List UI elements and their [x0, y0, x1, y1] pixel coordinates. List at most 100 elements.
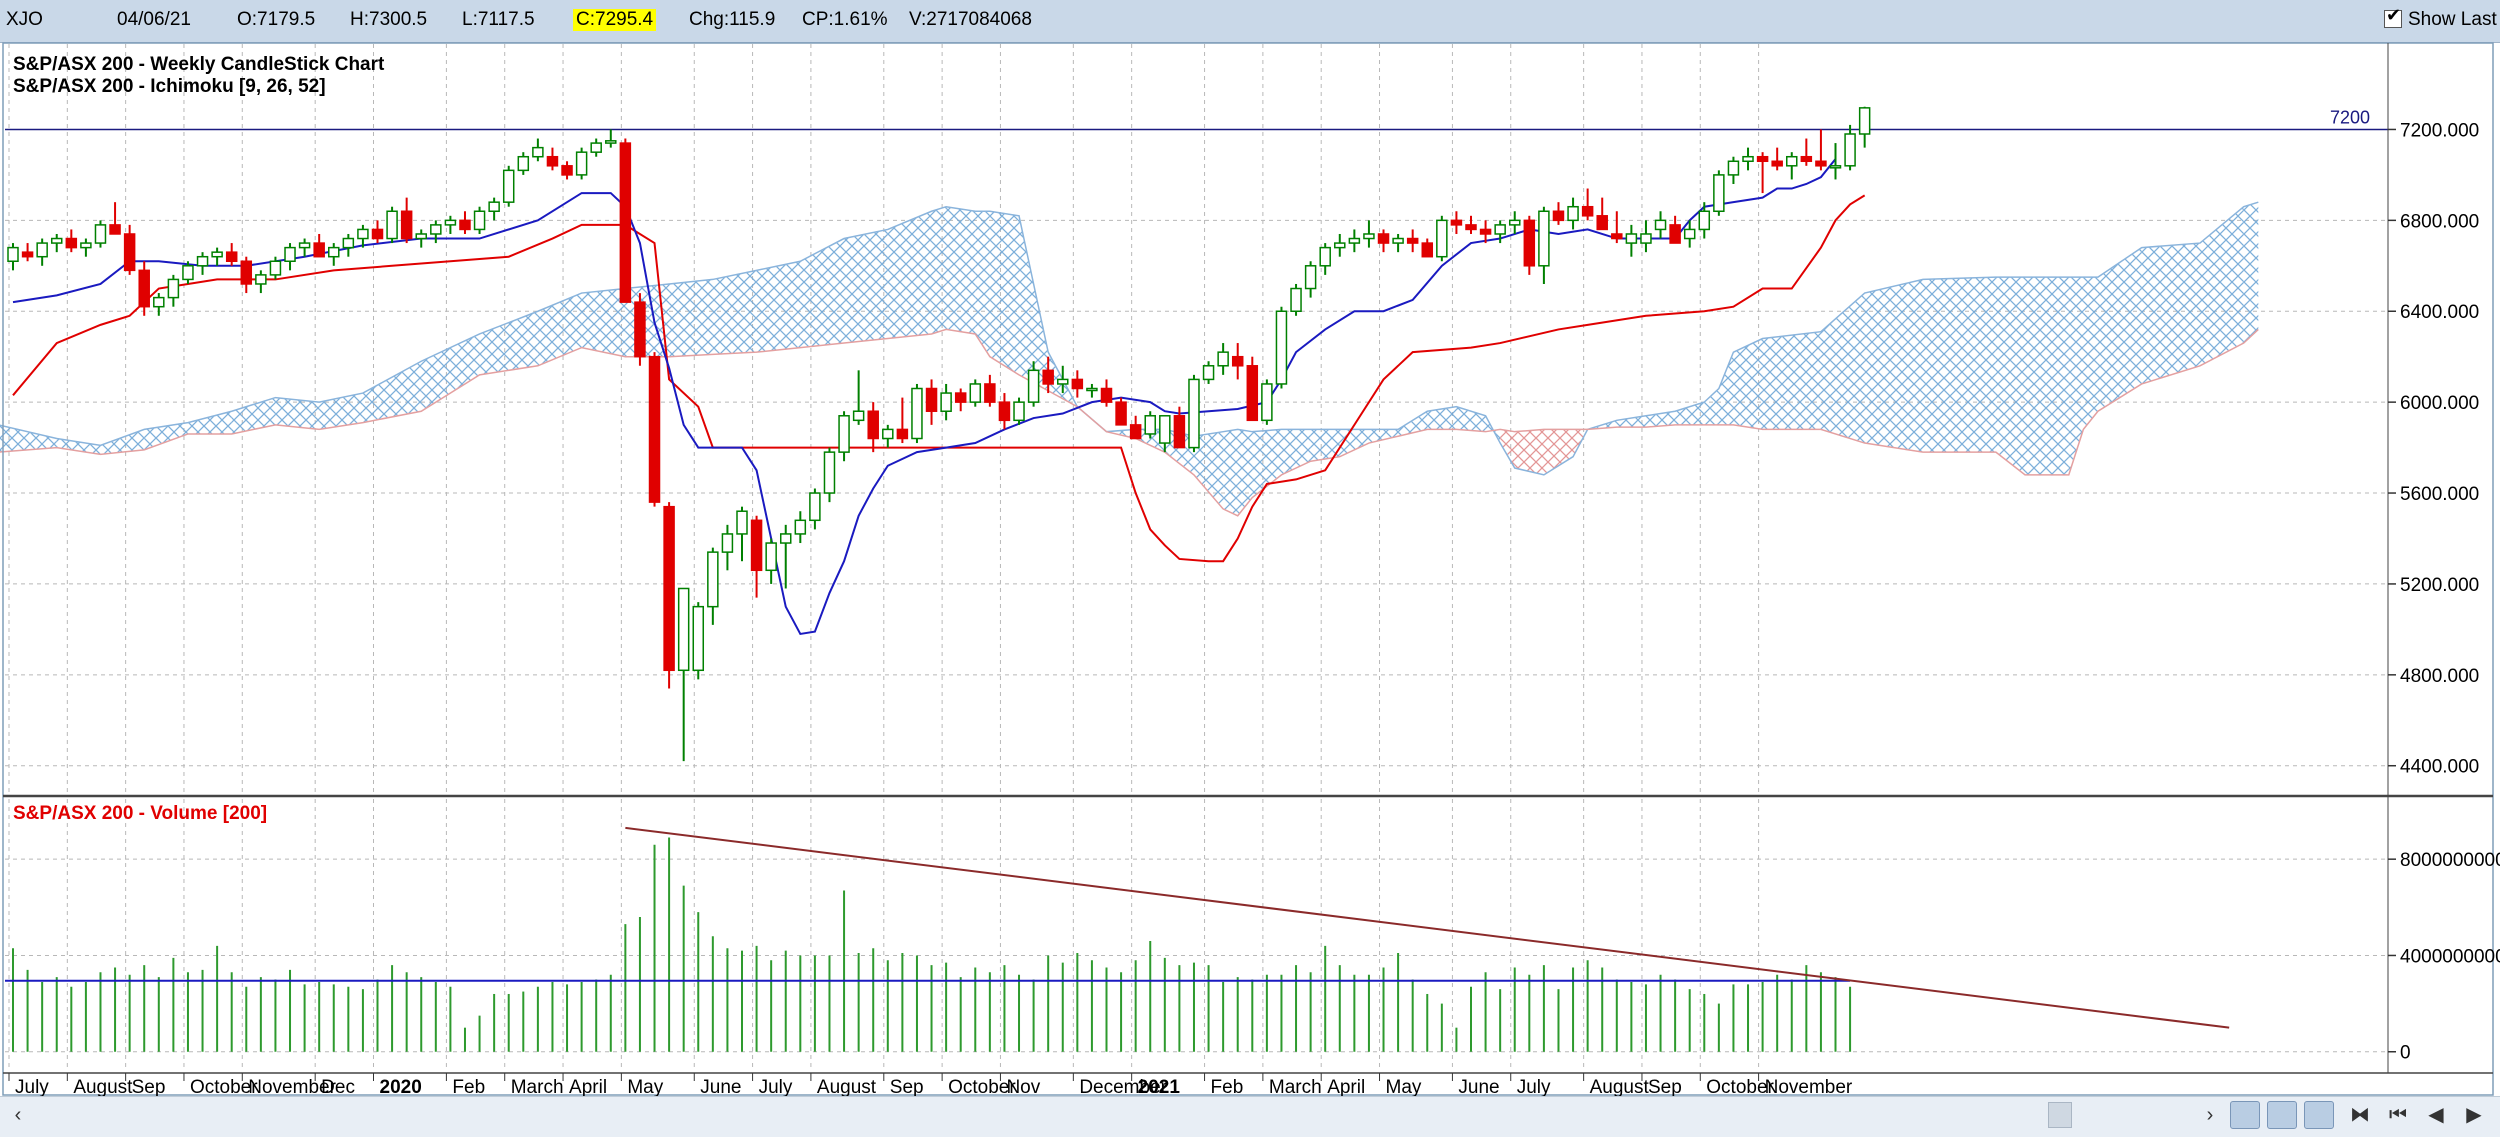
candle-body-68	[998, 401, 1011, 422]
zoom-out-icon[interactable]	[2230, 1101, 2260, 1129]
split-view-icon[interactable]: ⧓	[2350, 1104, 2370, 1126]
candle-body-105	[1538, 210, 1550, 267]
candle-body-104	[1523, 219, 1536, 267]
cloud-segment-19	[887, 211, 932, 339]
cloud-segment-15	[712, 270, 757, 355]
step-forward-icon[interactable]: ▶	[2466, 1104, 2482, 1126]
candle-body-65	[954, 392, 967, 403]
scroll-left-icon[interactable]: ‹	[14, 1104, 22, 1126]
candle-body-85	[1246, 365, 1259, 422]
candle-body-43	[634, 301, 646, 358]
candle-body-78	[1144, 415, 1156, 435]
candle-body-39	[575, 151, 588, 176]
candle-body-103	[1508, 219, 1521, 226]
cloud-segment-31	[1223, 429, 1238, 516]
cloud-segment-6	[275, 397, 320, 430]
candle-body-111	[1625, 233, 1638, 244]
candle-body-90	[1319, 246, 1331, 267]
cloud-segment-55	[1864, 279, 1923, 453]
time-label-0: July	[15, 1077, 49, 1096]
candle-body-76	[1115, 401, 1127, 426]
candle-body-47	[692, 605, 705, 672]
cloud-segment-34	[1281, 429, 1311, 475]
candle-body-16	[240, 260, 253, 285]
cloud-segment-18	[844, 229, 888, 344]
time-label-13: August	[817, 1077, 877, 1096]
candle-body-55	[809, 492, 821, 522]
scroll-right-icon[interactable]: ›	[2206, 1104, 2214, 1126]
candle-body-30	[444, 219, 457, 226]
candle-body-6	[94, 224, 107, 244]
candle-body-54	[794, 519, 807, 535]
cloud-segment-17	[800, 238, 845, 348]
candle-body-28	[415, 233, 427, 240]
candle-body-14	[211, 251, 223, 258]
candle-body-2	[36, 242, 48, 258]
show-last-label[interactable]: Show Last	[2408, 9, 2497, 30]
time-label-28: November	[1765, 1077, 1853, 1096]
candle-body-117	[1713, 174, 1725, 213]
candle-body-21	[313, 242, 325, 258]
cloud-segment-50	[1704, 388, 1719, 425]
candle-body-23	[342, 237, 355, 249]
time-label-24: July	[1517, 1077, 1551, 1096]
candle-body-81	[1188, 378, 1200, 449]
cloud-segment-47	[1616, 415, 1646, 428]
cloud-segment-1	[56, 438, 101, 455]
candle-body-38	[561, 165, 573, 176]
change-label: Chg:115.9	[689, 9, 776, 30]
step-back-icon[interactable]: ◀	[2428, 1104, 2444, 1126]
reset-view-icon[interactable]	[2304, 1101, 2334, 1129]
cloud-segment-57	[1995, 277, 2026, 475]
candle-body-22	[328, 246, 340, 258]
level-line-label: 7200	[2330, 107, 2370, 127]
cloud-segment-60	[2083, 277, 2098, 430]
high-label: H:7300.5	[350, 9, 428, 30]
candle-body-74	[1086, 387, 1098, 392]
check-icon[interactable]: ✔	[2386, 5, 2402, 25]
candle-body-94	[1377, 233, 1390, 244]
cloud-segment-9	[421, 333, 480, 412]
candle-body-70	[1027, 369, 1040, 403]
time-label-11: June	[700, 1077, 741, 1096]
candle-body-33	[488, 201, 500, 213]
volume-tick-label-2: 8000000000	[2400, 850, 2500, 871]
show-last-checkbox[interactable]	[2384, 10, 2402, 28]
candle-body-44	[648, 355, 661, 503]
time-label-26: Sep	[1648, 1077, 1682, 1096]
cloud-segment-33	[1252, 429, 1282, 498]
cloud-segment-49	[1675, 402, 1705, 425]
volume-trendline	[625, 826, 2230, 1029]
time-label-9: April	[569, 1077, 607, 1096]
senkou-span-b	[0, 328, 2259, 517]
scrollbar-thumb[interactable]	[2048, 1102, 2072, 1128]
candle-body-122	[1786, 155, 1798, 167]
jump-start-icon[interactable]: ⏮	[2389, 1104, 2407, 1126]
candle-body-69	[1013, 401, 1025, 422]
candle-body-93	[1363, 233, 1375, 240]
cloud-segment-53	[1762, 331, 1821, 430]
candle-body-91	[1334, 242, 1346, 249]
candle-body-95	[1392, 237, 1404, 244]
cloud-segment-59	[2068, 277, 2084, 475]
candle-body-15	[225, 251, 238, 263]
candle-body-40	[590, 142, 602, 153]
cloud-segment-23	[989, 211, 1020, 375]
candle-body-120	[1756, 155, 1769, 163]
price-tick-label-4: 6000.000	[2400, 393, 2479, 414]
candle-body-97	[1421, 242, 1434, 258]
candle-body-113	[1654, 219, 1667, 231]
candle-body-60	[882, 428, 894, 440]
date-label: 04/06/21	[117, 9, 191, 30]
time-label-20: March	[1269, 1077, 1322, 1096]
cloud-segment-24	[1019, 215, 1049, 391]
cloud-segment-4	[187, 411, 232, 434]
cloud-segment-32	[1237, 429, 1253, 516]
cloud-segment-43	[1514, 429, 1544, 475]
candle-body-8	[123, 233, 136, 272]
zoom-in-icon[interactable]	[2267, 1101, 2297, 1129]
candle-body-87	[1275, 310, 1288, 385]
candle-body-61	[896, 428, 909, 440]
candle-body-29	[430, 224, 442, 235]
price-volume-chart[interactable]: 7200 4400.000 4800.000 5200.000 5600.000 600…	[0, 42, 2500, 1096]
